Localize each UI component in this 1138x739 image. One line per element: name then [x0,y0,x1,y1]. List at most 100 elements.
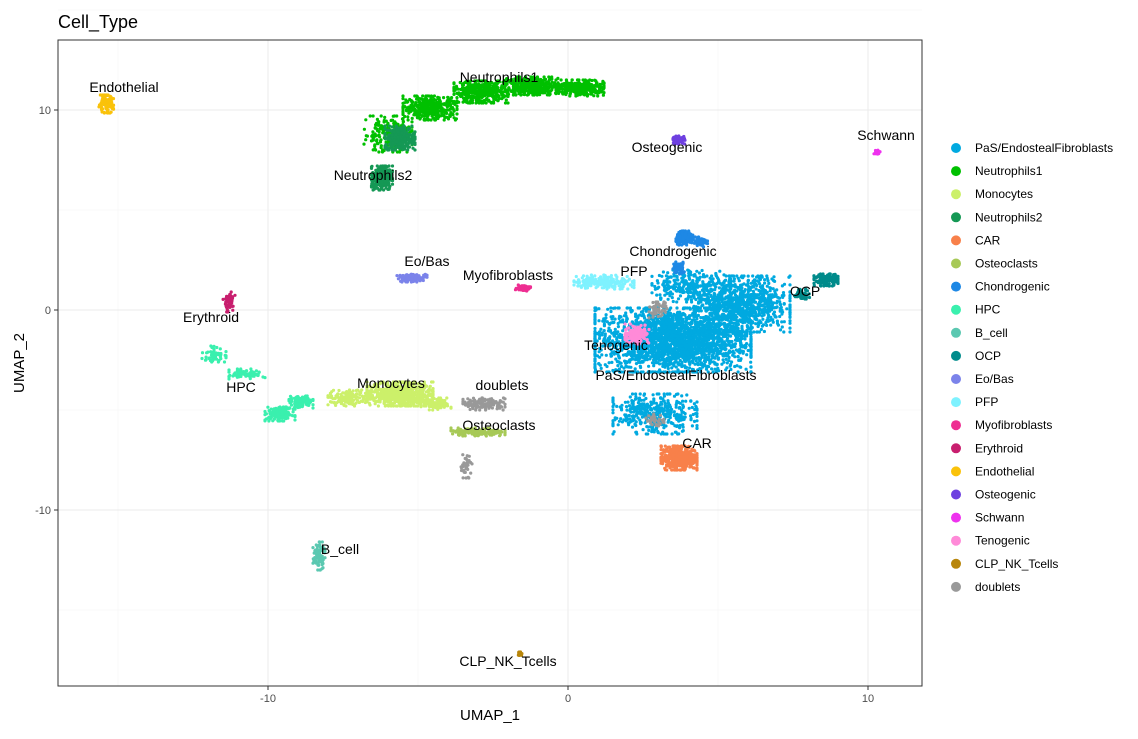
data-point [682,284,686,288]
data-point [611,408,615,412]
data-point [439,114,443,118]
data-point [715,282,719,286]
data-point [373,144,377,148]
data-point [712,316,717,320]
data-point [677,346,682,350]
data-point [414,101,418,105]
data-point [401,111,405,115]
data-point [597,307,601,311]
grid [58,9,922,686]
data-point [613,416,617,420]
data-point [688,360,692,364]
data-point [448,114,452,118]
data-point [642,393,646,397]
data-point [692,318,696,322]
data-point [664,280,668,284]
data-point [670,357,674,361]
data-point [662,426,666,430]
data-point [643,316,647,320]
data-point [692,347,696,351]
data-point [671,314,675,318]
data-point [368,114,372,118]
data-point [696,324,701,329]
data-point [710,367,714,371]
data-point [696,329,701,333]
data-point [699,316,703,320]
data-point [700,327,704,331]
data-point [658,358,662,362]
data-point [645,425,649,429]
data-point [662,399,666,403]
data-point [426,114,430,118]
data-point [657,347,661,351]
data-point [780,294,784,298]
data-point [667,324,671,328]
data-point [684,343,688,347]
data-point [375,117,379,121]
data-point [685,300,689,304]
data-point [769,323,773,327]
data-point [417,103,421,107]
data-point [770,303,775,307]
data-point [701,333,705,337]
data-point [722,308,726,313]
data-point [702,316,706,320]
data-point [755,275,759,279]
data-point [675,306,679,310]
data-point [691,279,695,283]
data-point [391,114,395,118]
data-point [707,330,712,334]
data-point [703,343,707,347]
data-point [671,422,675,426]
data-point [774,305,778,310]
data-point [704,286,709,290]
data-point [687,271,691,275]
data-point [677,318,681,322]
data-point [428,98,432,102]
data-point [373,126,377,130]
data-point [759,300,763,304]
data-point [755,283,759,288]
data-point [422,99,426,103]
data-point [413,94,417,98]
data-point [655,293,659,297]
data-point [724,323,729,327]
data-point [720,304,724,308]
data-point [692,326,696,330]
data-point [683,274,687,278]
data-point [401,119,405,124]
data-point [661,270,666,274]
data-point [700,353,704,357]
data-point [725,288,729,292]
data-point [728,287,732,291]
data-point [652,358,656,362]
data-point [452,99,456,104]
data-point [424,107,428,111]
data-point [754,314,758,318]
data-point [612,430,616,434]
data-point [699,362,703,366]
data-point [765,308,769,312]
data-point [378,135,382,139]
data-point [593,370,597,374]
data-point [722,360,726,364]
data-point [757,312,761,316]
data-point [611,398,615,402]
data-point [619,320,623,324]
data-point [642,355,646,359]
data-point [730,284,735,288]
data-point [780,308,784,312]
data-point [699,321,704,325]
data-point [640,359,644,363]
data-point [662,353,666,358]
data-point [652,364,656,368]
data-point [407,108,411,113]
data-point [429,118,433,122]
data-point [755,317,759,322]
data-point [628,359,632,363]
data-point [725,361,729,365]
data-point [654,340,658,345]
data-point [362,127,366,131]
data-point [720,362,724,366]
data-point [678,414,682,418]
